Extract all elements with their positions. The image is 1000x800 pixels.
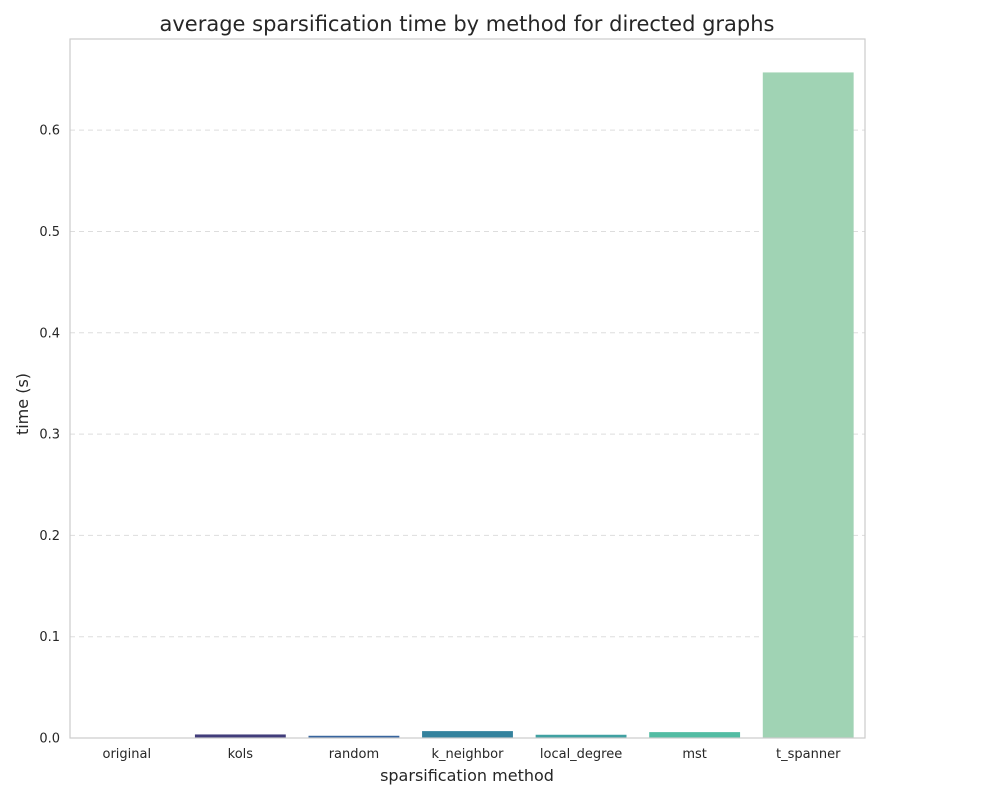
bar-mst xyxy=(649,732,741,738)
x-tick-label: t_spanner xyxy=(776,747,841,762)
x-axis-label: sparsification method xyxy=(380,766,554,785)
y-tick-label: 0.2 xyxy=(39,529,60,544)
bar-local-degree xyxy=(535,734,627,738)
x-tick-labels: original kols random k_neighbor local_degree… xyxy=(102,747,841,762)
bar-k-neighbor xyxy=(422,731,513,738)
x-tick-label: k_neighbor xyxy=(432,747,505,762)
bars xyxy=(194,72,854,739)
x-tick-label: local_degree xyxy=(540,747,622,762)
x-tick-label: original xyxy=(102,747,151,762)
y-tick-label: 0.4 xyxy=(39,326,60,341)
y-tick-label: 0.0 xyxy=(39,732,60,747)
y-tick-label: 0.5 xyxy=(39,225,60,240)
y-axis-label: time (s) xyxy=(13,373,32,435)
y-tick-label: 0.3 xyxy=(39,428,60,443)
x-tick-label: kols xyxy=(228,747,254,762)
bar-t-spanner xyxy=(762,72,854,739)
plot-frame xyxy=(69,38,866,739)
chart-title: average sparsification time by method fo… xyxy=(160,12,775,36)
x-tick-label: random xyxy=(329,747,379,762)
y-tick-labels: 0.0 0.1 0.2 0.3 0.4 0.5 0.6 xyxy=(39,124,60,747)
y-tick-label: 0.1 xyxy=(39,630,60,645)
x-tick-label: mst xyxy=(682,747,707,762)
grid-lines xyxy=(70,129,865,638)
bar-kols xyxy=(194,734,286,738)
y-tick-label: 0.6 xyxy=(39,124,60,139)
bar-random xyxy=(308,735,400,738)
